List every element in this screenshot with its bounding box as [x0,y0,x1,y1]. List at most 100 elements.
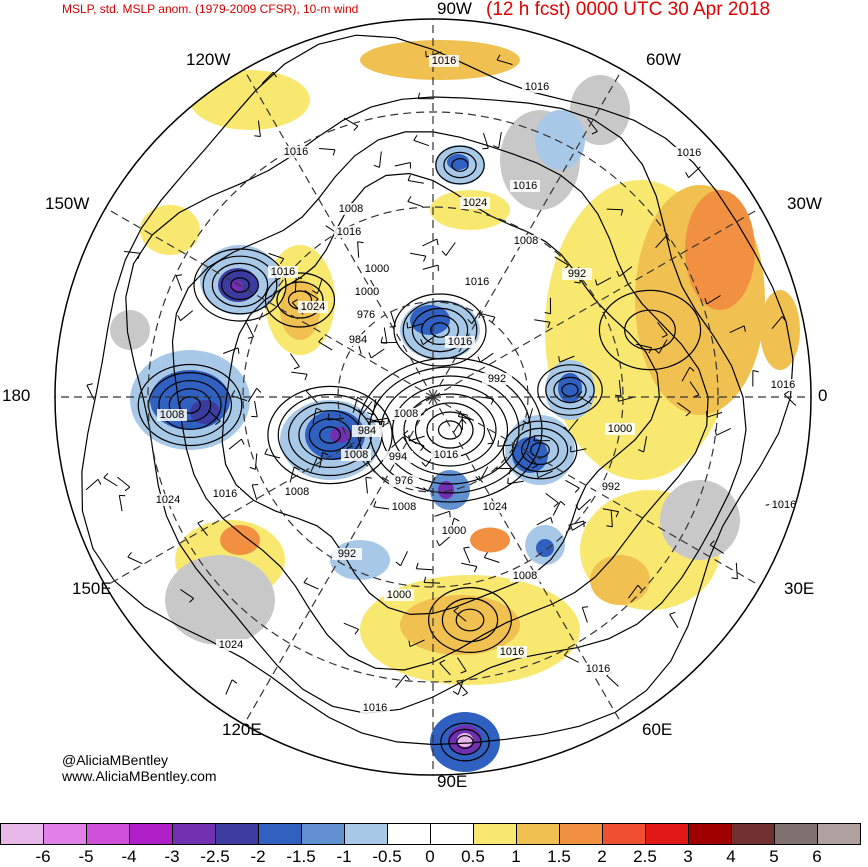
isobar-label: 984 [349,334,367,346]
isobar-label: 1008 [160,409,184,421]
land-area [165,555,275,645]
isobar-label: 1016 [771,379,795,391]
colorbar-label: -4 [121,847,136,867]
colorbar-label: -1 [336,847,351,867]
isobar-label: 1008 [339,203,363,215]
colorbar-label: -0.5 [372,847,401,867]
colorbar-swatch [301,823,345,845]
isobar-label: 1016 [213,488,237,500]
credit-handle: @AliciaMBentley [62,752,168,768]
lon-30w: 30W [787,194,822,214]
colorbar-swatch [344,823,388,845]
isobar-label: 1016 [432,55,456,67]
colorbar-label: -5 [78,847,93,867]
isobar-label: 994 [389,451,407,463]
colorbar-label: -2 [250,847,265,867]
isobar-label: 992 [338,548,356,560]
isobar-label: 992 [488,373,506,385]
colorbar-swatch [43,823,87,845]
isobar-label: 1016 [363,702,387,714]
lon-120w: 120W [186,50,230,70]
isobar-label: 1000 [355,286,379,298]
positive-anomaly-blob [760,290,800,370]
isobar-label: 1008 [285,486,309,498]
positive-anomaly-blob [590,555,650,605]
negative-anomaly-blob [457,733,473,747]
negative-anomaly-blob [535,110,585,170]
isobar-label: 1016 [772,499,796,511]
isobar-label: 1016 [337,226,361,238]
colorbar-label: 5 [769,847,778,867]
isobar-label: 1016 [271,266,295,278]
colorbar-swatch [473,823,517,845]
lon-0: 0 [818,386,827,406]
isobar-label: 1024 [463,197,487,209]
colorbar-swatch [731,823,775,845]
isobar-label: 1024 [219,639,243,651]
lon-150e: 150E [72,579,112,599]
colorbar-label: -1.5 [286,847,315,867]
isobar-label: 1016 [500,646,524,658]
isobar-label: 1016 [434,449,458,461]
isobar-label: 1016 [513,180,537,192]
colorbar-swatch [172,823,216,845]
colorbar-label: 1 [511,847,520,867]
lon-90e: 90E [437,772,467,792]
isobar-label: 1008 [513,570,537,582]
colorbar-swatch [688,823,732,845]
colorbar-label: 2.5 [633,847,657,867]
colorbar-swatch [86,823,130,845]
isobar-label: 1024 [301,301,325,313]
colorbar-swatch [559,823,603,845]
lon-180: 180 [2,386,30,406]
credit-site: www.AliciaMBentley.com [62,768,217,784]
isobar-label: 992 [568,268,586,280]
colorbar-label: 3 [683,847,692,867]
isobar-label: 976 [357,309,375,321]
positive-anomaly-blob [220,525,260,555]
polar-map: 1016 1016 1016 1016 1016 1024 1008 1016 1008 1016… [0,0,868,815]
isobar-label: 1008 [514,235,538,247]
isobar-label: 1000 [365,263,389,275]
isobar-label: 1016 [465,276,489,288]
isobar-label: 1008 [394,408,418,420]
colorbar-label: 0.5 [461,847,485,867]
lon-90w: 90W [437,0,472,19]
colorbar-label: -2.5 [200,847,229,867]
positive-anomaly-blob [140,205,200,255]
isobar-label: 1008 [392,501,416,513]
isobar-label: 1024 [156,494,180,506]
isobar-label: 1016 [448,336,472,348]
colorbar-label: 6 [812,847,821,867]
colorbar-swatch [387,823,431,845]
isobar-label: 1016 [525,81,549,93]
colorbar-swatch [258,823,302,845]
colorbar-swatch [430,823,474,845]
positive-anomaly-blob [685,190,755,310]
colorbar-swatch [215,823,259,845]
isobar-label: 1016 [677,147,701,159]
colorbar-label: 1.5 [547,847,571,867]
colorbar-swatch [602,823,646,845]
colorbar-label: -3 [164,847,179,867]
lon-60w: 60W [646,50,681,70]
anomaly-field: 1016 1016 1016 1016 1016 1024 1008 1016 1008 1016… [40,10,840,810]
isobar-label: 992 [602,481,620,493]
positive-anomaly-blob [430,190,510,230]
lon-120e: 120E [222,720,262,740]
negative-anomaly-blob [447,154,469,170]
colorbar-label: 4 [726,847,735,867]
colorbar-swatch [0,823,44,845]
isobar-label: 984 [358,425,376,437]
lon-60e: 60E [642,720,672,740]
isobar-label: 1000 [608,423,632,435]
colorbar-swatch [817,823,861,845]
isobar-label: 976 [395,475,413,487]
lon-30e: 30E [784,579,814,599]
isobar-label: 1000 [442,525,466,537]
positive-anomaly-blob [470,528,510,553]
colorbar-swatch [516,823,560,845]
isobar-label: 1024 [483,501,507,513]
colorbar-swatch [645,823,689,845]
colorbar-swatch [129,823,173,845]
